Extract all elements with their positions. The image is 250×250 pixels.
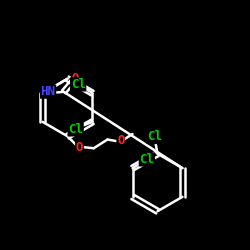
Text: Cl: Cl <box>147 130 162 143</box>
Text: O: O <box>72 72 79 85</box>
Text: O: O <box>117 134 124 147</box>
Text: HN: HN <box>40 85 56 98</box>
Text: Cl: Cl <box>139 153 154 166</box>
Text: Cl: Cl <box>68 123 83 136</box>
Text: Cl: Cl <box>71 78 86 91</box>
Text: O: O <box>76 141 83 154</box>
